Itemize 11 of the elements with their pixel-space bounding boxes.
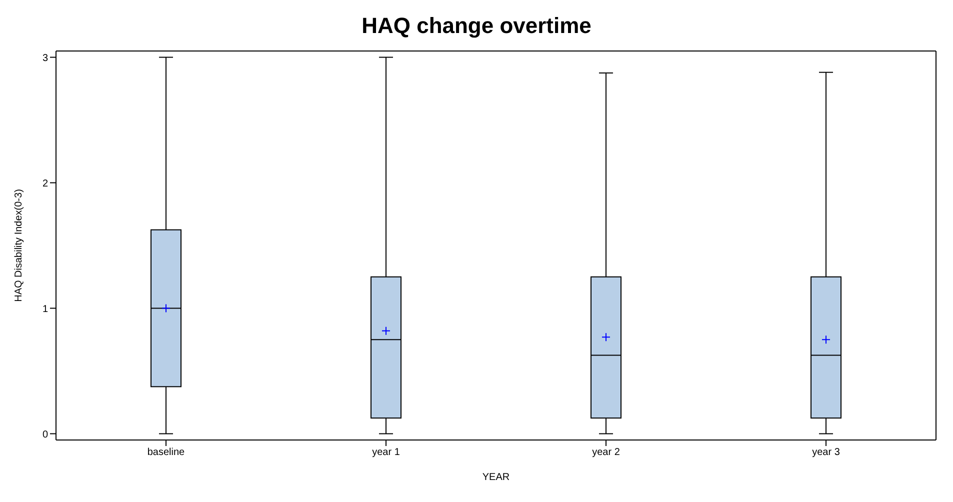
y-tick-label: 1 <box>42 304 48 315</box>
y-tick-label: 2 <box>42 178 48 190</box>
y-tick-label: 3 <box>42 52 48 64</box>
x-tick-label: baseline <box>147 447 186 458</box>
y-axis-title: HAQ Disability Index(0-3) <box>14 189 25 302</box>
x-axis-title: YEAR <box>482 472 510 483</box>
y-tick-label: 0 <box>42 429 48 440</box>
x-tick-label: year 3 <box>812 447 840 458</box>
x-tick-label: year 2 <box>592 447 620 458</box>
chart-title: HAQ change overtime <box>360 12 592 40</box>
x-tick-label: year 1 <box>372 447 400 458</box>
